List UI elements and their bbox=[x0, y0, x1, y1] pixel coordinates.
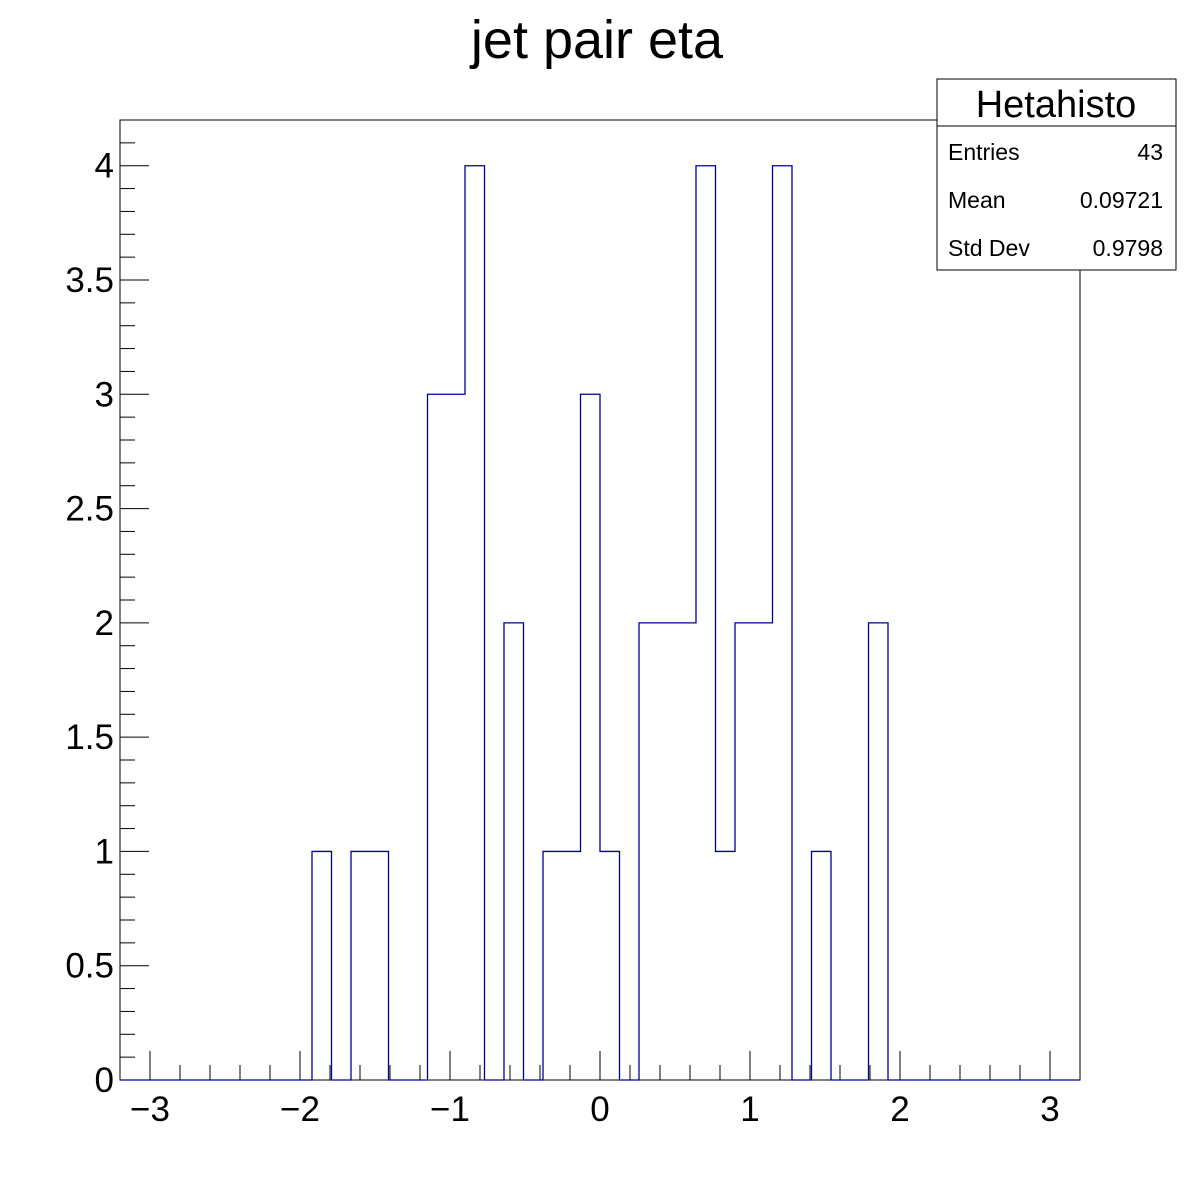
stats-box: Hetahisto Entries 43 Mean 0.09721 Std De… bbox=[936, 78, 1177, 271]
y-tick-label: 1 bbox=[95, 832, 114, 871]
y-tick-label: 3 bbox=[95, 375, 114, 414]
stats-mean-label: Mean bbox=[948, 187, 1006, 213]
y-tick-label: 4 bbox=[95, 147, 114, 186]
x-tick-label: 3 bbox=[1040, 1090, 1059, 1129]
y-tick-label: 1.5 bbox=[65, 718, 114, 757]
y-tick-label: 0 bbox=[95, 1061, 114, 1100]
stats-entries-value: 43 bbox=[1137, 139, 1163, 165]
chart-title: jet pair eta bbox=[469, 10, 724, 70]
y-tick-label: 3.5 bbox=[65, 261, 114, 300]
stats-stddev-value: 0.9798 bbox=[1093, 235, 1163, 261]
histogram-outline bbox=[120, 165, 1080, 1081]
y-tick-label: 0.5 bbox=[65, 947, 114, 986]
stats-box-title: Hetahisto bbox=[976, 84, 1137, 126]
x-tick-label: 2 bbox=[890, 1090, 909, 1129]
y-axis: 0 0.5 1 1.5 2 2.5 3 3.5 4 bbox=[65, 119, 149, 1100]
stats-mean-value: 0.09721 bbox=[1080, 187, 1163, 213]
x-tick-label: −1 bbox=[430, 1090, 470, 1129]
x-tick-label: −2 bbox=[280, 1090, 320, 1129]
y-tick-label: 2 bbox=[95, 604, 114, 643]
x-tick-label: 1 bbox=[740, 1090, 759, 1129]
x-axis: −3 −2 −1 0 1 2 3 bbox=[119, 1051, 1081, 1129]
stats-box-frame bbox=[936, 78, 1177, 271]
x-tick-label: −3 bbox=[130, 1090, 170, 1129]
stats-stddev-label: Std Dev bbox=[948, 235, 1030, 261]
x-tick-label: 0 bbox=[590, 1090, 609, 1129]
stats-entries-label: Entries bbox=[948, 139, 1020, 165]
y-tick-label: 2.5 bbox=[65, 490, 114, 529]
